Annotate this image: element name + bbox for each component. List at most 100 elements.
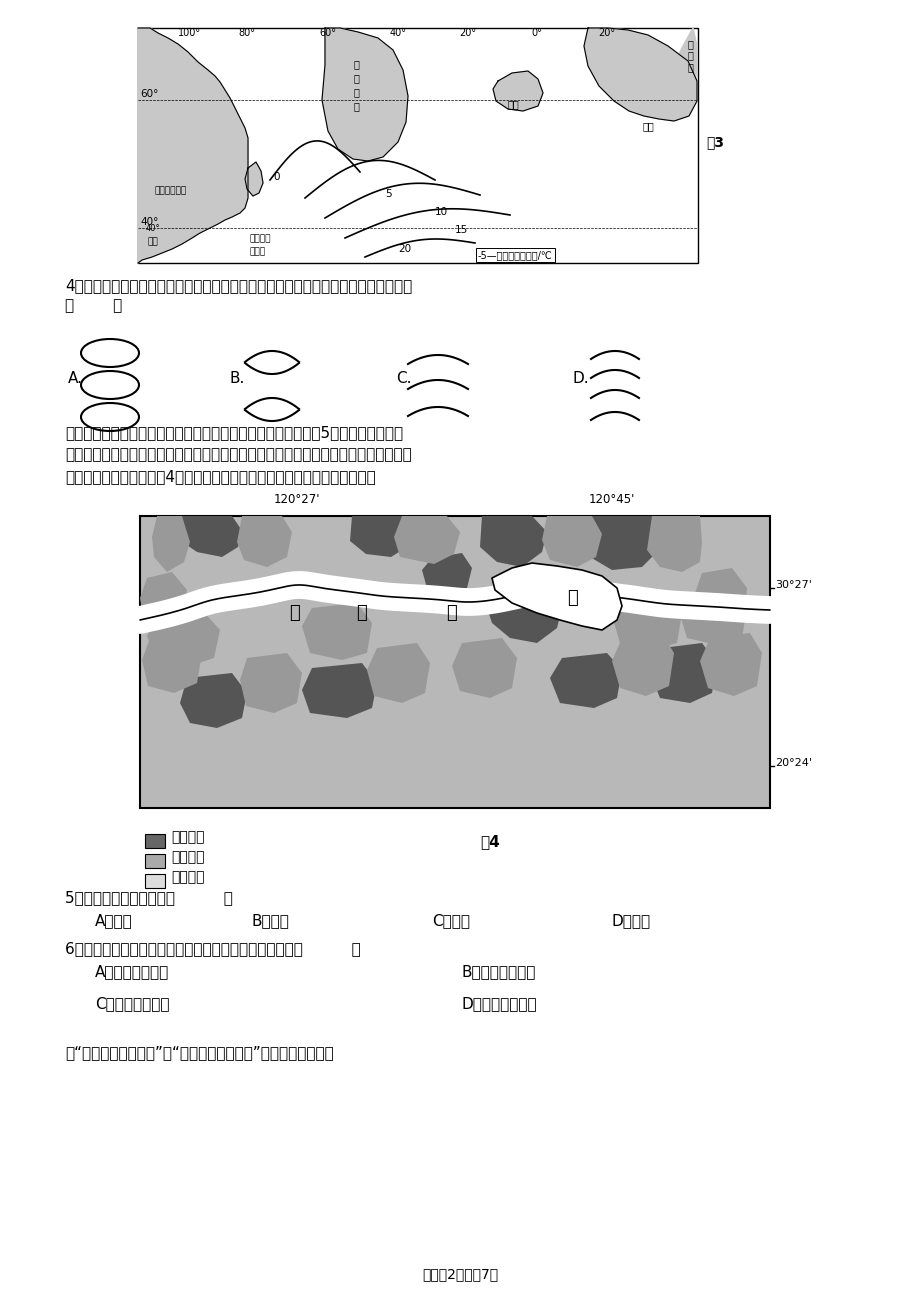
Polygon shape	[550, 654, 621, 708]
Polygon shape	[147, 611, 220, 667]
Text: 30°27': 30°27'	[774, 579, 811, 590]
Text: 纽约: 纽约	[148, 237, 159, 246]
Text: 陵: 陵	[354, 73, 359, 83]
Bar	[145, 854, 165, 868]
Text: 20°: 20°	[459, 29, 476, 38]
Polygon shape	[493, 72, 542, 111]
Text: 60°: 60°	[140, 89, 158, 99]
Polygon shape	[140, 572, 187, 630]
Text: D．汽车旅行导航: D．汽车旅行导航	[461, 996, 537, 1010]
Text: 80°: 80°	[238, 29, 255, 38]
Text: 清: 清	[289, 604, 300, 622]
Polygon shape	[180, 673, 246, 728]
Text: B．获得瞬时火情: B．获得瞬时火情	[461, 963, 536, 979]
Polygon shape	[367, 643, 429, 703]
Text: 100°: 100°	[178, 29, 201, 38]
Text: 20: 20	[398, 243, 411, 254]
Text: 10: 10	[435, 207, 448, 217]
Text: D．台风: D．台风	[611, 913, 651, 928]
Text: 试卷第2页，总7页: 试卷第2页，总7页	[422, 1267, 497, 1281]
Polygon shape	[650, 643, 716, 703]
Text: 4．纽芬兰岛附近曾经渔业资源丰富，与该渔场形成有关的等温线分布示意图正确的是: 4．纽芬兰岛附近曾经渔业资源丰富，与该渔场形成有关的等温线分布示意图正确的是	[65, 279, 412, 293]
Text: 伦敦: 伦敦	[642, 121, 654, 132]
Polygon shape	[179, 516, 243, 557]
Text: 格: 格	[354, 59, 359, 69]
Text: 拉布拉多半岛: 拉布拉多半岛	[154, 186, 187, 195]
Text: C．寒潮: C．寒潮	[432, 913, 470, 928]
Polygon shape	[699, 633, 761, 697]
Text: C．计算受灾面积: C．计算受灾面积	[95, 996, 169, 1010]
Polygon shape	[237, 516, 291, 566]
Polygon shape	[301, 663, 377, 717]
Polygon shape	[240, 654, 301, 713]
Polygon shape	[138, 29, 248, 263]
Text: -5—洋面年平均水温/℃: -5—洋面年平均水温/℃	[478, 250, 552, 260]
Text: B．地震: B．地震	[252, 913, 289, 928]
Polygon shape	[611, 592, 681, 650]
Text: 40°: 40°	[140, 217, 158, 227]
Text: 120°27': 120°27'	[274, 493, 320, 506]
Polygon shape	[486, 592, 562, 643]
Text: （        ）: （ ）	[65, 298, 122, 312]
Polygon shape	[693, 568, 746, 626]
Text: A.: A.	[68, 371, 83, 385]
Text: C.: C.	[395, 371, 411, 385]
Bar	[145, 874, 165, 888]
Text: 5．该自然灾害最可能是（          ）: 5．该自然灾害最可能是（ ）	[65, 891, 233, 905]
Text: 图3: 图3	[705, 135, 723, 148]
Polygon shape	[584, 29, 697, 121]
Polygon shape	[611, 633, 674, 697]
Text: 20°24': 20°24'	[774, 758, 811, 768]
Polygon shape	[451, 638, 516, 698]
Text: 纽芬兰岛: 纽芬兰岛	[250, 234, 271, 243]
Polygon shape	[422, 553, 471, 596]
Text: 40°: 40°	[146, 224, 161, 233]
Polygon shape	[322, 29, 407, 161]
Polygon shape	[541, 516, 601, 566]
Text: 库: 库	[567, 589, 578, 607]
Bar	[145, 835, 165, 848]
Text: 0°: 0°	[531, 29, 542, 38]
Polygon shape	[480, 516, 547, 566]
Text: 低易发区: 低易发区	[171, 870, 204, 884]
Text: 费里兰: 费里兰	[250, 247, 266, 256]
Polygon shape	[584, 516, 662, 570]
Polygon shape	[152, 516, 190, 572]
Polygon shape	[393, 516, 460, 564]
Text: 岛: 岛	[354, 102, 359, 111]
Text: 冰岛: 冰岛	[507, 99, 519, 109]
Text: 挚
威
海: 挚 威 海	[687, 39, 693, 72]
Text: 权会和推退分洪时间。图4是该库区某种自然灾害易发性分布图，完成问题。: 权会和推退分洪时间。图4是该库区某种自然灾害易发性分布图，完成问题。	[65, 469, 375, 484]
Text: 读“鲸背状雅丹地貌图”和“新月形沙丘地貌图”，完成下面小题。: 读“鲸背状雅丹地貌图”和“新月形沙丘地貌图”，完成下面小题。	[65, 1046, 334, 1060]
Text: 20°: 20°	[597, 29, 615, 38]
Text: 中易发区: 中易发区	[171, 850, 204, 865]
Bar	[138, 29, 698, 263]
Text: B.: B.	[230, 371, 245, 385]
Text: 湖北清江隔河岩水库是位于弃西南山区的一个峡谷型水库，水库5亿立方米的防洪库: 湖北清江隔河岩水库是位于弃西南山区的一个峡谷型水库，水库5亿立方米的防洪库	[65, 424, 403, 440]
Polygon shape	[669, 29, 697, 105]
Polygon shape	[492, 562, 621, 630]
Text: 5: 5	[384, 189, 391, 199]
Text: 容，既可以削减清江下游洪峰，也可借开与长江洪峰的道遇，减少荆江分洪工程的使用: 容，既可以削减清江下游洪峰，也可借开与长江洪峰的道遇，减少荆江分洪工程的使用	[65, 447, 412, 462]
Text: A．滑坡: A．滑坡	[95, 913, 132, 928]
Polygon shape	[301, 603, 371, 660]
Text: D.: D.	[573, 371, 589, 385]
Polygon shape	[244, 161, 263, 197]
Text: 水: 水	[446, 604, 457, 622]
Text: 高易发区: 高易发区	[171, 829, 204, 844]
Text: 0: 0	[273, 172, 279, 182]
Polygon shape	[142, 633, 202, 693]
Text: 图4: 图4	[480, 835, 499, 849]
Text: 江: 江	[357, 604, 367, 622]
Polygon shape	[678, 589, 746, 644]
Bar	[140, 516, 769, 809]
Text: 40°: 40°	[389, 29, 406, 38]
Polygon shape	[349, 516, 413, 557]
Text: 120°45': 120°45'	[588, 493, 634, 506]
Text: 6．绘制该图的现代技术是地理信息系统，该系统还可以（          ）: 6．绘制该图的现代技术是地理信息系统，该系统还可以（ ）	[65, 941, 360, 956]
Text: 兰: 兰	[354, 87, 359, 98]
Text: 15: 15	[455, 225, 468, 234]
Text: A．精确灾情定位: A．精确灾情定位	[95, 963, 169, 979]
Polygon shape	[646, 516, 701, 572]
Text: 60°: 60°	[319, 29, 336, 38]
